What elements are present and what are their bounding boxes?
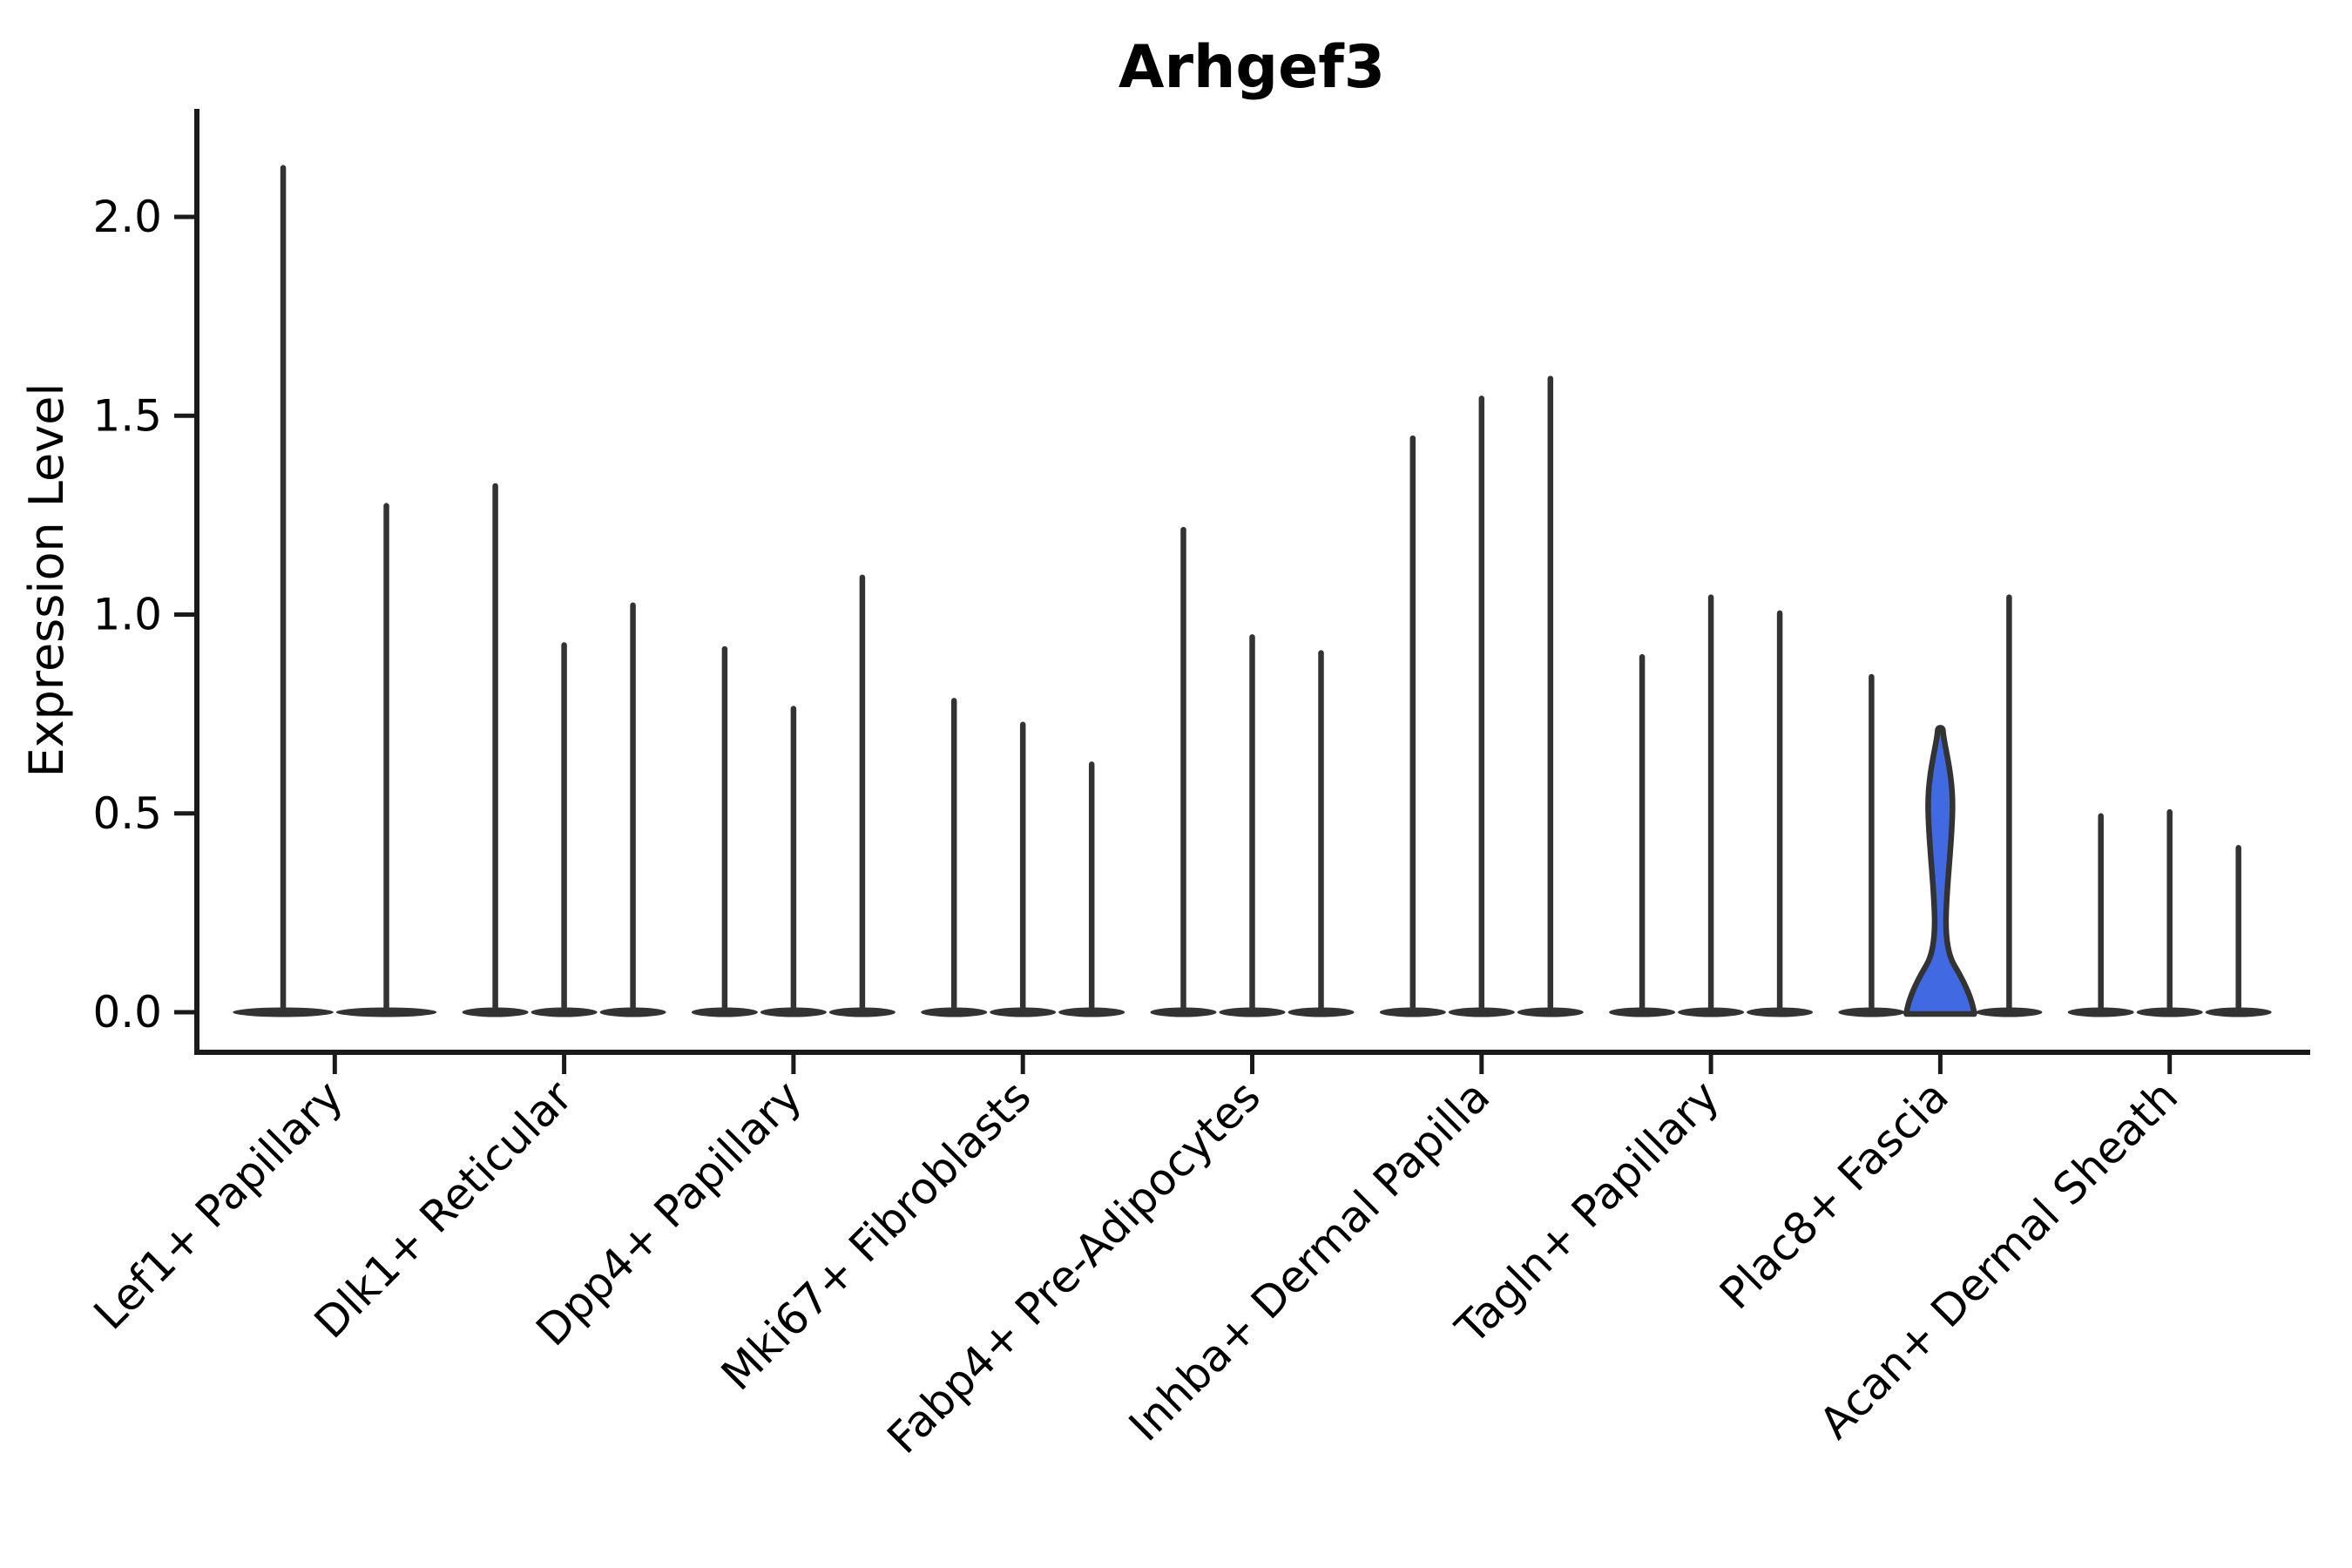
y-tick-label: 0.5 [92,788,162,839]
y-tick-label: 2.0 [92,192,162,242]
y-axis-label: Expression Level [19,383,74,778]
y-tick-label: 0.0 [92,987,162,1037]
violin-highlighted [1903,725,1977,1017]
y-tick-label: 1.5 [92,390,162,441]
x-tick-label: Fabp4+ Pre-Adipocytes [877,1071,1270,1463]
y-tick-label: 1.0 [92,590,162,640]
y-ticks: 0.0 0.5 1.0 1.5 2.0 [92,192,197,1037]
violins-layer [233,165,2272,1017]
x-tick-label: Lef1+ Papillary [84,1071,353,1339]
chart-title: Arhgef3 [1119,33,1385,102]
x-tick-label: Plac8+ Fascia [1710,1071,1958,1319]
